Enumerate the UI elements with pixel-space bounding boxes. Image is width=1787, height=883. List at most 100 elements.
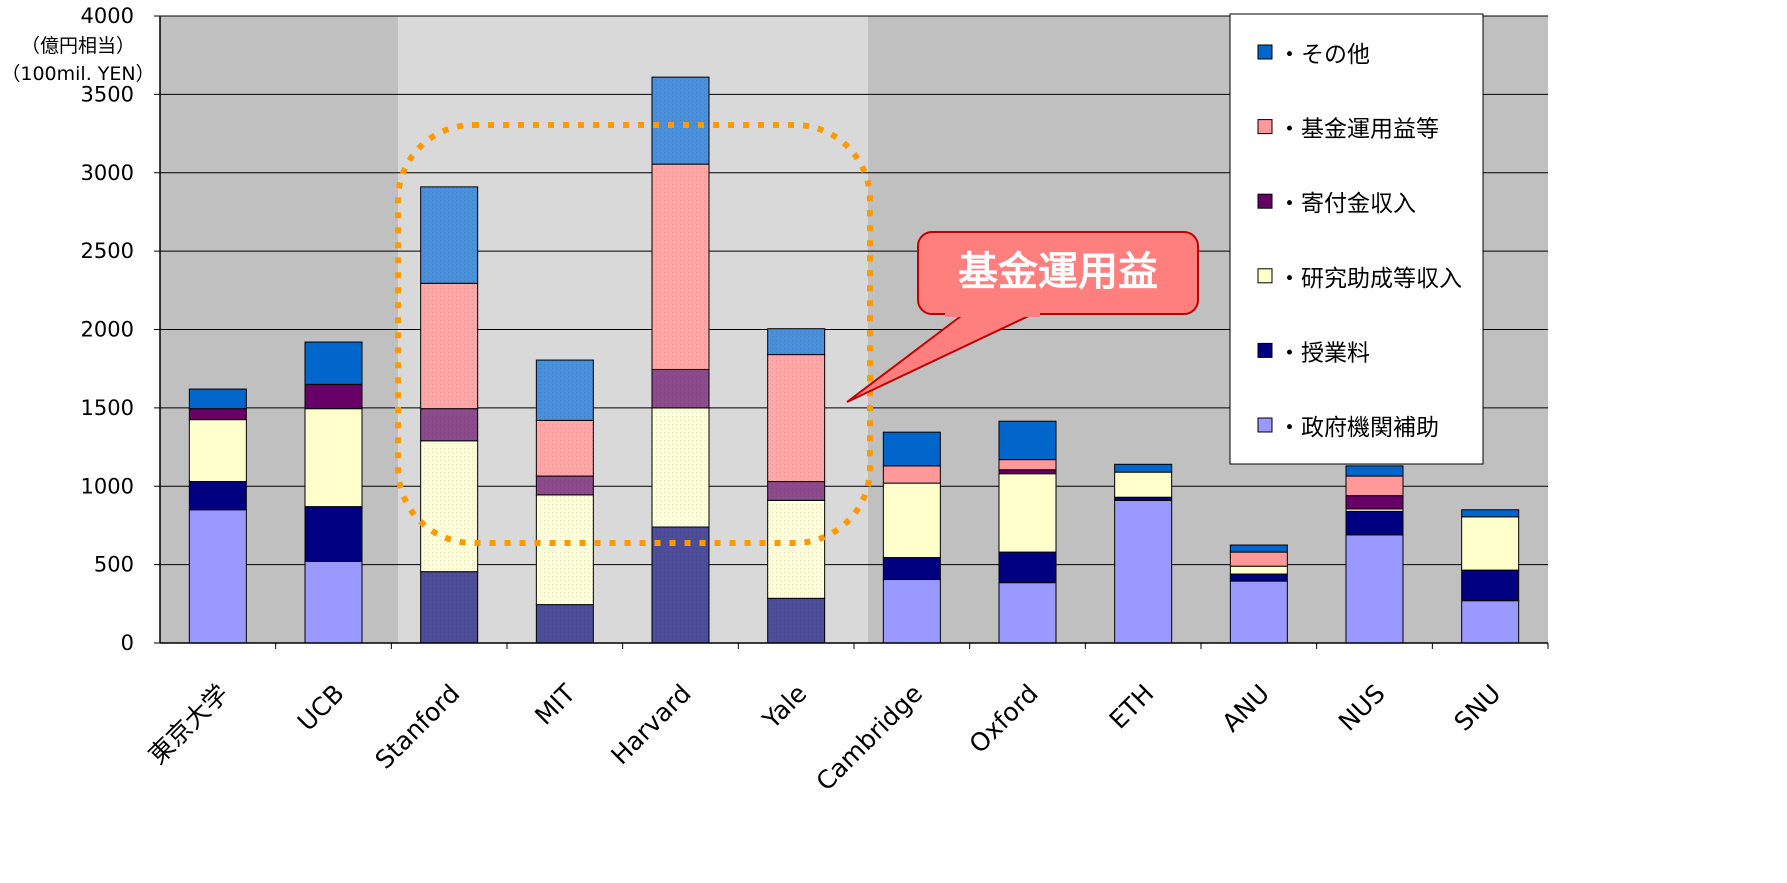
x-category-label: Stanford <box>369 679 465 775</box>
legend-label: ・授業料 <box>1278 340 1370 366</box>
legend-label: ・寄付金収入 <box>1278 191 1416 217</box>
callout: 基金運用益 <box>846 231 1199 403</box>
legend-swatch <box>1257 342 1273 358</box>
highlight-outline <box>395 122 873 546</box>
bar-segment <box>1345 475 1404 497</box>
bar-segment <box>304 560 363 644</box>
x-category-label: Oxford <box>964 679 1044 759</box>
bar-segment <box>1345 465 1404 477</box>
bar-segment <box>1461 509 1520 518</box>
bar-segment <box>998 469 1057 475</box>
bars-group <box>188 76 1549 649</box>
bar-segment-texture <box>767 328 825 355</box>
bar-segment <box>1114 463 1173 473</box>
bar-segment-texture <box>767 481 825 501</box>
y-tick-label: 1500 <box>81 396 134 420</box>
callout-box <box>917 231 1199 315</box>
bar-segment <box>1345 534 1404 644</box>
bar-segment-texture <box>420 186 478 284</box>
bar-segment-texture <box>420 283 478 409</box>
y-axis-label-jp: （億円相当） <box>21 35 135 57</box>
y-tick-label: 0 <box>121 631 134 655</box>
x-category-label: SNU <box>1449 679 1507 737</box>
x-category-label: Harvard <box>605 679 696 770</box>
bar-segment <box>882 431 941 467</box>
bar-segment <box>1229 544 1288 553</box>
legend-swatch <box>1257 119 1273 135</box>
bar-segment <box>1461 516 1520 571</box>
bar-segment-texture <box>767 598 825 643</box>
bar-segment <box>1229 551 1288 567</box>
bar-segment-texture <box>420 440 478 572</box>
x-category-label: MIT <box>529 678 581 730</box>
bar-segment <box>304 408 363 508</box>
y-tick-label: 2500 <box>81 239 134 263</box>
legend-label: ・政府機関補助 <box>1278 415 1439 441</box>
x-category-label: Cambridge <box>810 679 928 797</box>
y-axis-label-en: （100mil. YEN） <box>1 63 154 85</box>
legend-label: ・その他 <box>1278 42 1370 68</box>
x-category-label: ETH <box>1104 679 1160 735</box>
legend-swatch <box>1257 44 1273 60</box>
bar-segment <box>1461 600 1520 644</box>
bar-segment <box>188 408 247 421</box>
bar-segment-texture <box>536 476 594 495</box>
legend-label: ・研究助成等収入 <box>1278 266 1462 292</box>
callout-joint <box>945 309 1040 317</box>
bar-segment <box>188 388 247 410</box>
bar-segment <box>188 509 247 644</box>
bar-segment <box>882 579 941 644</box>
bar-segment <box>1114 499 1173 644</box>
x-category-label: Yale <box>756 679 812 735</box>
bar-segment-texture <box>652 164 709 370</box>
y-tick-label: 3000 <box>81 161 134 185</box>
bar-segment-texture <box>420 571 478 643</box>
bar-segment-texture <box>767 500 825 599</box>
bar-segment <box>998 551 1057 584</box>
bar-segment <box>998 473 1057 553</box>
bar-segment <box>304 506 363 562</box>
y-tick-label: 1000 <box>81 474 134 498</box>
bar-segment <box>882 482 941 559</box>
bar-segment <box>1114 471 1173 498</box>
callout-label: 基金運用益 <box>958 249 1158 295</box>
legend: ・その他・基金運用益等・寄付金収入・研究助成等収入・授業料・政府機関補助 <box>1229 13 1484 465</box>
legend-box <box>1229 13 1484 465</box>
bar-segment <box>998 420 1057 461</box>
bar-segment <box>882 557 941 581</box>
bar-segment-texture <box>767 354 825 482</box>
bar-segment-texture <box>420 408 478 441</box>
bar-segment-texture <box>536 604 594 643</box>
bar-segment <box>998 582 1057 644</box>
y-tick-labels: 0 500 1000 1500 2000 2500 3000 3500 4000 <box>81 4 160 655</box>
bar-segment <box>1229 565 1288 575</box>
bar-segment <box>882 465 941 484</box>
bar-segment-texture <box>536 494 594 605</box>
bar-segment <box>188 481 247 511</box>
bar-segment-texture <box>652 369 709 408</box>
y-tick-label: 3500 <box>81 82 134 106</box>
y-tick-label: 4000 <box>81 4 134 28</box>
x-category-label: UCB <box>292 679 350 737</box>
legend-swatch <box>1257 193 1273 209</box>
y-tick-label: 500 <box>94 553 134 577</box>
bar-segment <box>1229 573 1288 582</box>
bar-segment <box>998 459 1057 471</box>
legend-swatch <box>1257 268 1273 284</box>
y-tick-label: 2000 <box>81 318 134 342</box>
bar-segment <box>1345 495 1404 510</box>
x-category-label: NUS <box>1333 679 1391 737</box>
bar-segment <box>304 383 363 410</box>
bar-segment <box>1229 580 1288 644</box>
x-category-label: ANU <box>1216 679 1275 738</box>
bar-segment-texture <box>536 420 594 477</box>
bar-segment <box>1345 510 1404 536</box>
bar-segment <box>304 341 363 385</box>
bar-segment-texture <box>652 77 709 165</box>
bar-segment-texture <box>652 407 709 528</box>
x-category-label: 東京大学 <box>143 679 234 770</box>
bar-segment-texture <box>536 360 594 421</box>
bar-segment <box>188 419 247 483</box>
